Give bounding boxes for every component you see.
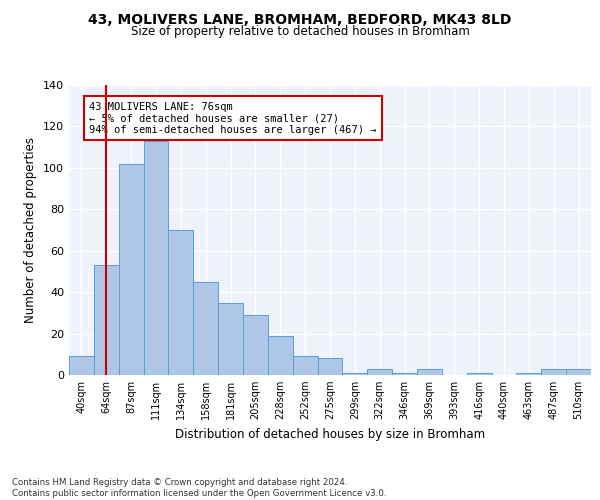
Text: 43, MOLIVERS LANE, BROMHAM, BEDFORD, MK43 8LD: 43, MOLIVERS LANE, BROMHAM, BEDFORD, MK4… — [88, 12, 512, 26]
Bar — [293, 356, 317, 375]
Bar — [417, 369, 442, 375]
Bar — [343, 373, 367, 375]
Bar — [268, 336, 293, 375]
Bar — [143, 141, 169, 375]
Bar — [517, 373, 541, 375]
Text: Size of property relative to detached houses in Bromham: Size of property relative to detached ho… — [131, 25, 469, 38]
Text: Contains HM Land Registry data © Crown copyright and database right 2024.
Contai: Contains HM Land Registry data © Crown c… — [12, 478, 386, 498]
Bar — [317, 358, 343, 375]
Bar — [218, 302, 243, 375]
Bar — [392, 373, 417, 375]
Text: 43 MOLIVERS LANE: 76sqm
← 5% of detached houses are smaller (27)
94% of semi-det: 43 MOLIVERS LANE: 76sqm ← 5% of detached… — [89, 102, 376, 135]
Bar — [69, 356, 94, 375]
Y-axis label: Number of detached properties: Number of detached properties — [25, 137, 37, 323]
Bar — [119, 164, 143, 375]
Bar — [169, 230, 193, 375]
Bar — [367, 369, 392, 375]
Bar — [243, 315, 268, 375]
Bar — [193, 282, 218, 375]
Bar — [541, 369, 566, 375]
Bar — [467, 373, 491, 375]
Bar — [566, 369, 591, 375]
Bar — [94, 265, 119, 375]
X-axis label: Distribution of detached houses by size in Bromham: Distribution of detached houses by size … — [175, 428, 485, 440]
